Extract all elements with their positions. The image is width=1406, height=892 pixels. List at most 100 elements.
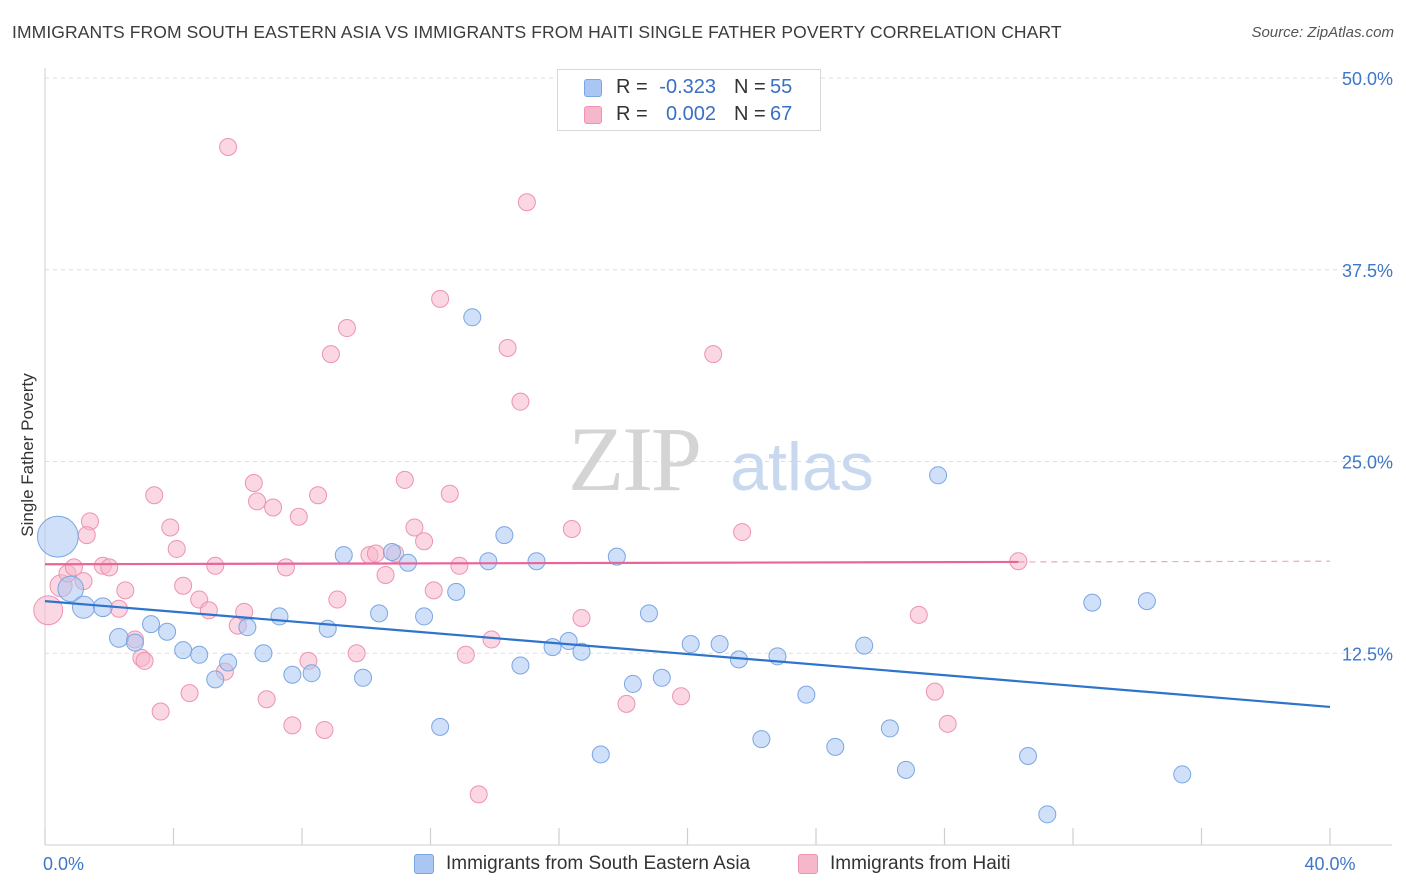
series-legend: Immigrants from South Eastern Asia Immig…	[0, 851, 1406, 879]
data-point	[125, 633, 144, 652]
data-point	[733, 523, 752, 542]
data-point	[354, 668, 373, 687]
data-point	[328, 590, 347, 609]
data-point	[109, 628, 129, 648]
data-point	[238, 618, 257, 637]
data-point	[309, 486, 328, 505]
data-point	[681, 635, 700, 654]
data-point	[219, 138, 238, 157]
data-point	[289, 507, 308, 526]
trend-line-pink	[44, 560, 1019, 566]
data-point	[206, 670, 225, 689]
data-point	[896, 760, 915, 779]
data-point	[463, 308, 482, 327]
data-point	[405, 518, 424, 537]
data-point	[174, 641, 193, 660]
data-point	[283, 716, 302, 735]
data-point	[938, 714, 957, 733]
data-point	[710, 635, 729, 654]
data-point	[248, 492, 267, 511]
trend-lines	[44, 560, 1331, 709]
y-tick-label: 50.0%	[1342, 69, 1393, 89]
legend-label-sea: Immigrants from South Eastern Asia	[446, 853, 751, 874]
x-tick-label: 0.0%	[43, 854, 84, 874]
data-point	[151, 702, 170, 721]
data-point	[206, 556, 225, 575]
data-point	[116, 581, 135, 600]
data-point	[450, 556, 469, 575]
legend-n-value: 67	[770, 103, 793, 125]
legend-swatch-sea	[414, 854, 434, 874]
series-haiti-points	[33, 138, 1028, 804]
data-point	[395, 470, 414, 489]
legend-swatch-haiti	[798, 854, 818, 874]
data-point	[302, 664, 321, 683]
data-point	[639, 604, 658, 623]
data-point	[572, 608, 591, 627]
data-point	[591, 745, 610, 764]
data-point	[415, 607, 434, 626]
data-point	[880, 719, 899, 738]
watermark-zip: ZIP	[568, 408, 700, 510]
data-point	[704, 345, 723, 364]
data-point	[276, 558, 295, 577]
y-tick-label: 25.0%	[1342, 453, 1393, 473]
data-point	[219, 653, 238, 672]
y-tick-label: 12.5%	[1342, 644, 1393, 664]
data-point	[672, 687, 691, 706]
data-point	[142, 615, 161, 634]
data-point	[572, 642, 591, 661]
data-point	[797, 685, 816, 704]
data-point	[440, 484, 459, 503]
watermark-atlas: atlas	[730, 429, 874, 505]
data-point	[431, 289, 450, 308]
legend-label-haiti: Immigrants from Haiti	[830, 853, 1011, 874]
data-point	[180, 684, 199, 703]
data-point	[315, 720, 334, 739]
legend-r-value: 0.002	[665, 103, 716, 125]
tick-labels: 12.5% 25.0% 37.5% 50.0% 0.0% 40.0%	[43, 69, 1393, 874]
data-point	[517, 193, 536, 212]
data-point	[652, 668, 671, 687]
data-point	[617, 694, 636, 713]
data-point	[77, 526, 96, 545]
data-point	[366, 544, 385, 563]
data-point	[511, 392, 530, 411]
data-point	[382, 543, 401, 562]
data-point	[562, 519, 581, 538]
x-tick-label: 40.0%	[1304, 854, 1355, 874]
data-point	[174, 576, 193, 595]
data-point	[167, 539, 186, 558]
data-point	[135, 651, 154, 670]
data-point	[447, 582, 466, 601]
data-point	[264, 498, 283, 517]
data-point	[1019, 747, 1038, 766]
data-point	[925, 682, 944, 701]
data-point	[498, 338, 517, 357]
data-point	[855, 636, 874, 655]
data-point	[415, 532, 434, 551]
data-point	[158, 622, 177, 641]
data-point	[321, 345, 340, 364]
data-point	[495, 526, 514, 545]
data-point	[161, 518, 180, 537]
data-point	[424, 581, 443, 600]
data-point	[607, 547, 626, 566]
data-point	[479, 552, 498, 571]
legend-row-sea: R = -0.323 N = 55	[558, 74, 820, 102]
data-point	[469, 785, 488, 804]
chart-title: IMMIGRANTS FROM SOUTH EASTERN ASIA VS IM…	[12, 22, 1062, 42]
legend-row-haiti: R = 0.002 N = 67	[558, 101, 820, 129]
legend-n-label: N =	[734, 76, 766, 98]
data-point	[190, 645, 209, 664]
legend-swatch-haiti	[584, 106, 602, 124]
data-point	[370, 604, 389, 623]
y-tick-label: 37.5%	[1342, 261, 1393, 281]
data-point	[752, 730, 771, 749]
trend-line-blue	[44, 599, 1331, 709]
data-point	[100, 558, 119, 577]
data-point	[376, 566, 395, 585]
data-point	[318, 619, 337, 638]
legend-r-label: R =	[616, 103, 648, 125]
data-point	[337, 319, 356, 338]
